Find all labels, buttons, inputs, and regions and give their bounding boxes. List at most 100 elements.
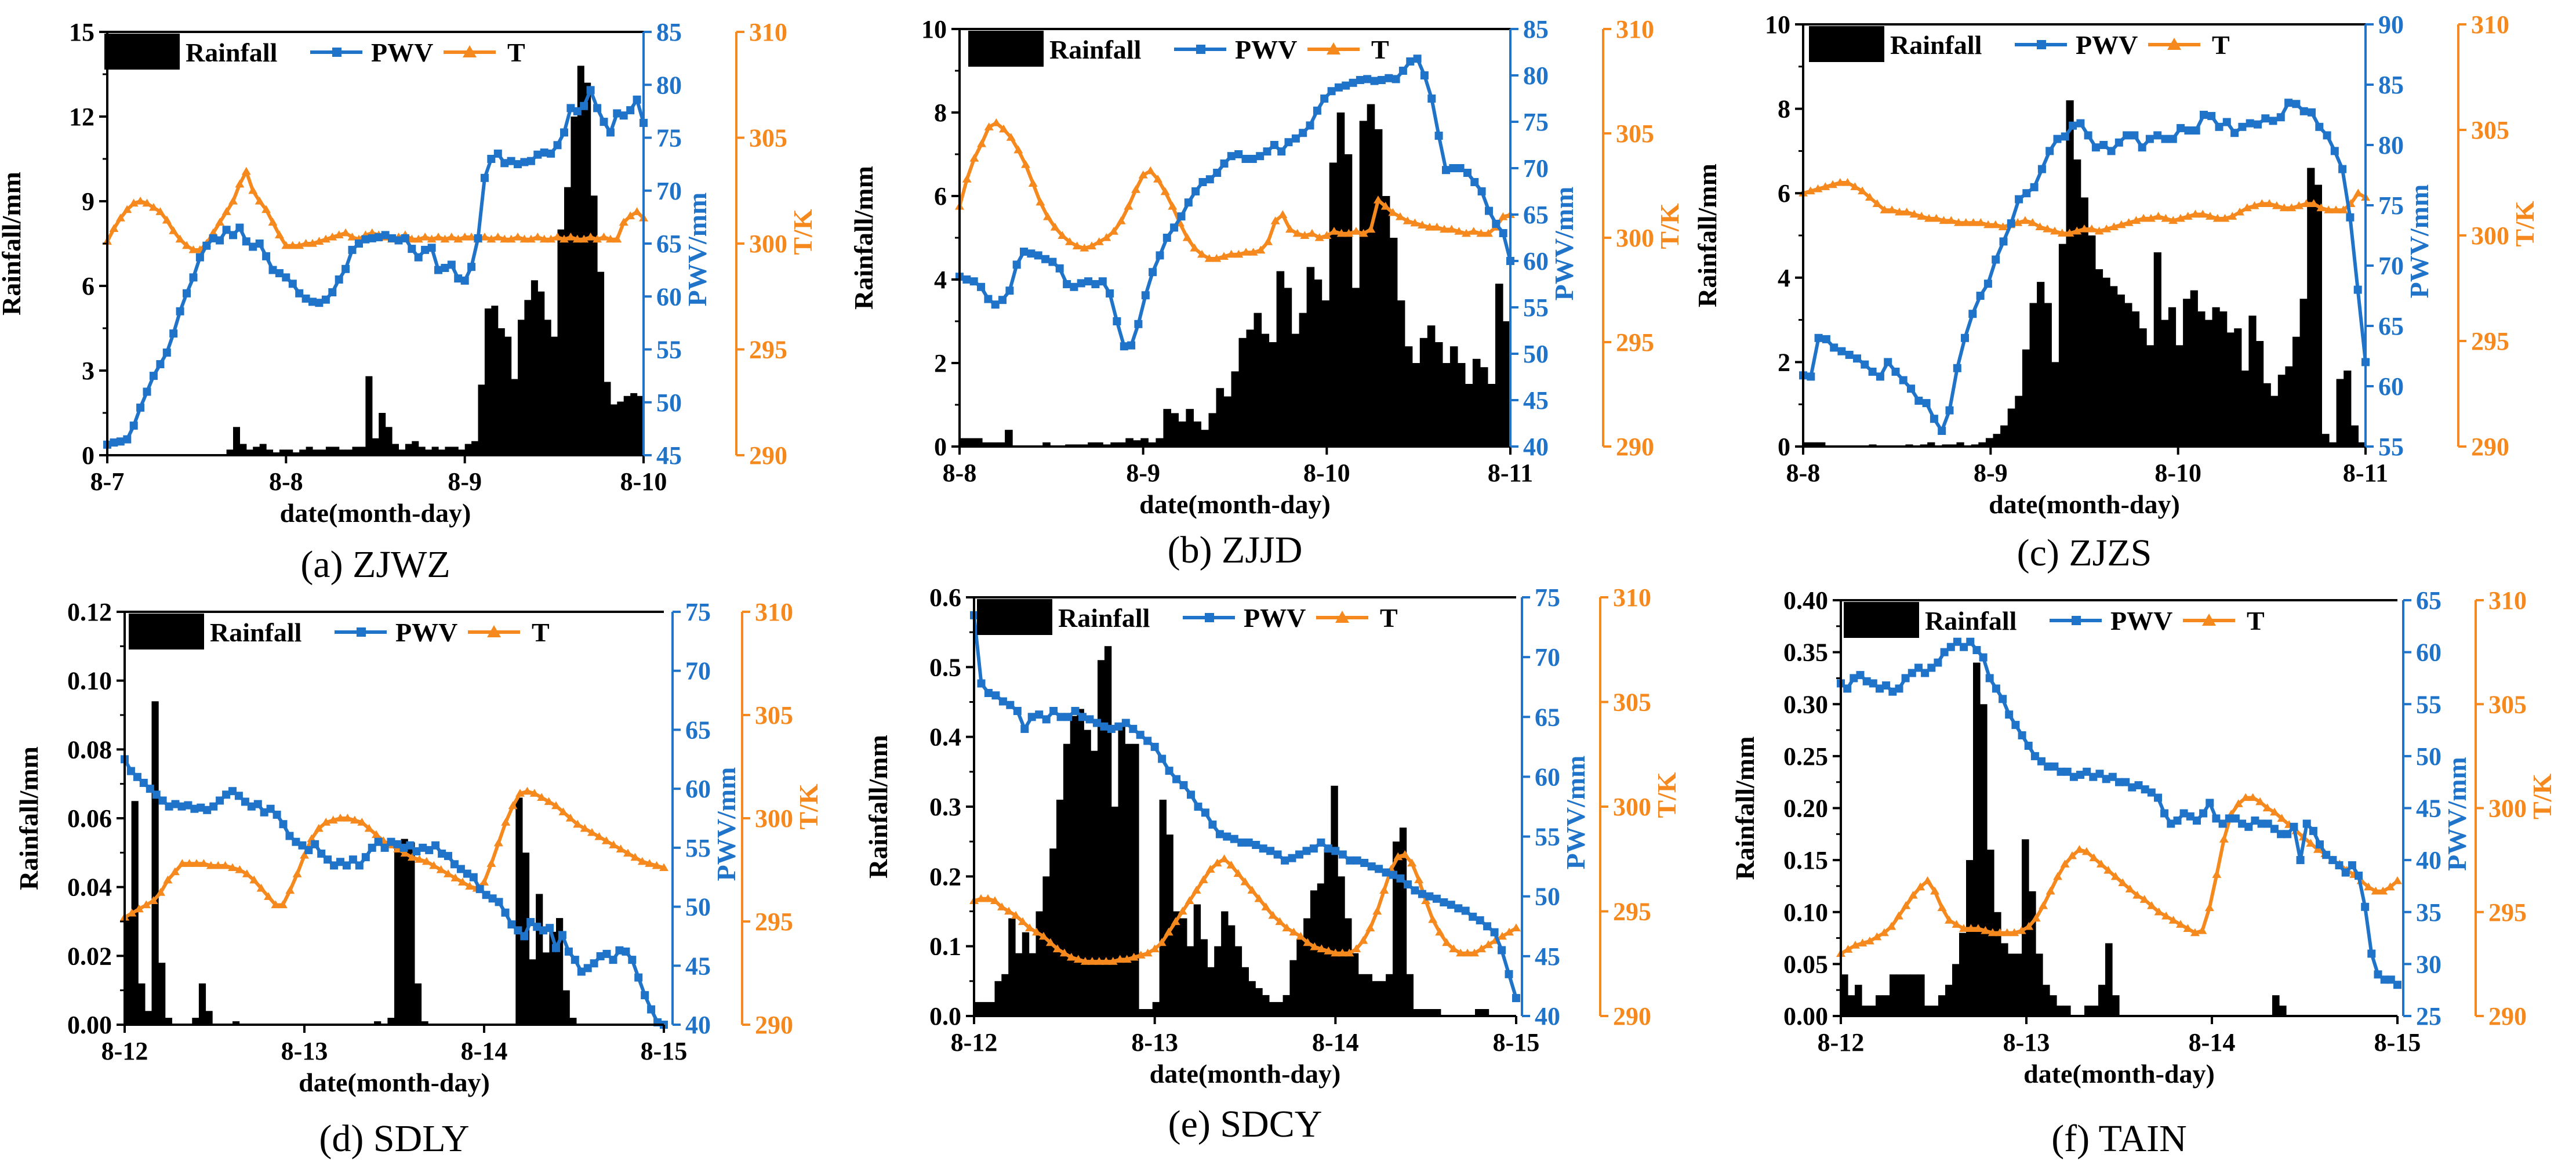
rainfall-bar bbox=[2219, 311, 2228, 447]
pwv-marker bbox=[190, 804, 199, 813]
panel-caption: (d) SDLY bbox=[319, 1117, 469, 1160]
t-marker bbox=[1887, 921, 1896, 930]
t-marker bbox=[526, 234, 536, 243]
pwv-marker bbox=[1346, 856, 1354, 865]
t-marker bbox=[1160, 187, 1170, 195]
rainfall-bar bbox=[292, 452, 300, 455]
rainfall-bar bbox=[1862, 1006, 1869, 1016]
rainfall-bar bbox=[408, 842, 415, 1025]
rainfall-bar bbox=[464, 444, 472, 455]
t-marker bbox=[559, 234, 569, 243]
pwv-marker bbox=[1048, 257, 1057, 266]
legend-rainfall-label: Rainfall bbox=[186, 38, 277, 67]
t-marker bbox=[1952, 920, 1961, 928]
t-marker bbox=[2053, 872, 2063, 880]
rainfall-bar bbox=[1084, 730, 1091, 1016]
pwv-marker bbox=[2308, 108, 2316, 117]
x-tick-label: 8-15 bbox=[1493, 1028, 1540, 1057]
pwv-tick-label: 50 bbox=[1523, 340, 1549, 368]
t-tick-label: 290 bbox=[749, 441, 787, 470]
pwv-marker bbox=[566, 104, 575, 113]
pwv-marker bbox=[514, 926, 522, 935]
rainfall-bar bbox=[2110, 286, 2118, 447]
pwv-marker bbox=[2283, 830, 2292, 839]
pwv-marker bbox=[249, 242, 257, 251]
pwv-marker bbox=[1360, 859, 1369, 867]
pwv-marker bbox=[1334, 83, 1343, 92]
t-marker bbox=[1449, 944, 1459, 953]
pwv-marker bbox=[255, 240, 264, 248]
t-marker bbox=[2074, 845, 2084, 853]
rainfall-bar bbox=[1869, 1006, 1876, 1016]
legend: Rainfall PWV T bbox=[1809, 26, 2230, 62]
t-marker bbox=[2153, 212, 2163, 220]
rainfall-bar bbox=[1193, 904, 1201, 1016]
t-marker bbox=[1013, 145, 1023, 154]
pwv-marker bbox=[2361, 902, 2370, 911]
t-marker bbox=[2242, 203, 2252, 212]
pwv-marker bbox=[2386, 975, 2395, 984]
rainfall-bar bbox=[253, 447, 260, 455]
t-marker bbox=[109, 224, 119, 233]
pwv-marker bbox=[2315, 122, 2324, 131]
rainfall-bar bbox=[1262, 995, 1270, 1016]
t-marker bbox=[2257, 199, 2267, 207]
t-marker bbox=[566, 233, 576, 241]
t-marker bbox=[2219, 834, 2229, 843]
pwv-marker bbox=[2261, 114, 2270, 123]
t-marker bbox=[2060, 859, 2070, 868]
rainfall-bar bbox=[125, 915, 132, 1025]
t-marker bbox=[2124, 218, 2134, 226]
rainfall-bar bbox=[1345, 918, 1352, 1016]
y-tick-label: 6 bbox=[934, 182, 947, 211]
rainfall-bar bbox=[597, 271, 605, 455]
pwv-tick-label: 85 bbox=[2378, 71, 2404, 99]
t-marker bbox=[1115, 955, 1125, 963]
pwv-marker bbox=[262, 252, 271, 260]
pwv-marker bbox=[123, 435, 132, 444]
t-marker bbox=[1324, 946, 1334, 955]
y-tick-label: 0 bbox=[934, 433, 947, 461]
t-marker bbox=[2050, 226, 2059, 235]
pwv-marker bbox=[234, 792, 243, 800]
pwv-marker bbox=[622, 947, 630, 956]
pwv-marker bbox=[2123, 131, 2131, 140]
legend-rainfall-label: Rainfall bbox=[1925, 606, 2017, 636]
t-marker bbox=[2272, 201, 2281, 209]
t-marker bbox=[228, 863, 237, 872]
y-tick-label: 0.08 bbox=[67, 735, 112, 764]
legend: Rainfall PWV T bbox=[104, 34, 525, 70]
y-axis-title: Rainfall/mm bbox=[1692, 164, 1722, 307]
pwv-marker bbox=[133, 772, 141, 781]
t-marker bbox=[1858, 186, 1867, 195]
t-tick-label: 290 bbox=[2471, 433, 2509, 461]
rainfall-bar bbox=[1246, 329, 1255, 447]
rainfall-bar bbox=[1063, 743, 1071, 1016]
pwv-marker bbox=[425, 846, 434, 854]
pwv-marker bbox=[501, 908, 510, 917]
rainfall-bar bbox=[1413, 1009, 1420, 1016]
rainfall-bar bbox=[1876, 995, 1883, 1016]
x-tick-label: 8-13 bbox=[281, 1037, 328, 1065]
t-marker bbox=[2212, 213, 2222, 222]
pwv-marker bbox=[590, 959, 598, 968]
pwv-marker bbox=[1020, 248, 1028, 256]
pwv-marker bbox=[1353, 856, 1361, 865]
rainfall-bar bbox=[1406, 974, 1414, 1016]
rainfall-bar bbox=[1140, 438, 1149, 447]
pwv-marker bbox=[2147, 788, 2156, 797]
rainfall-bar bbox=[1152, 1002, 1160, 1016]
rainfall-bar bbox=[982, 442, 990, 447]
pwv-marker bbox=[1313, 106, 1321, 115]
legend-pwv-marker bbox=[2037, 40, 2046, 49]
legend-t-label: T bbox=[532, 618, 550, 647]
x-axis-title: date(month-day) bbox=[299, 1068, 490, 1097]
t-marker bbox=[2197, 926, 2207, 934]
rainfall-bar bbox=[1005, 430, 1013, 447]
t-marker bbox=[2316, 203, 2326, 212]
y-tick-label: 0 bbox=[1778, 433, 1790, 461]
t-marker bbox=[1476, 228, 1486, 237]
t-marker bbox=[1058, 231, 1067, 239]
rainfall-bar bbox=[1178, 421, 1186, 447]
t-marker bbox=[1498, 212, 1508, 220]
